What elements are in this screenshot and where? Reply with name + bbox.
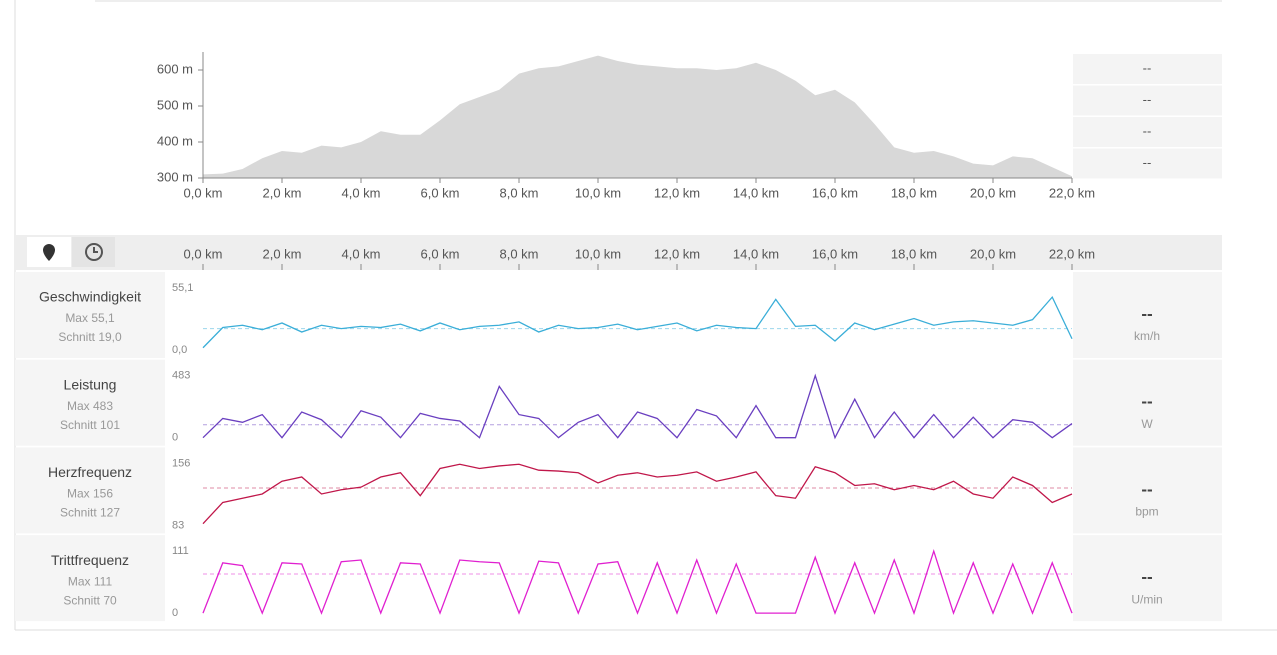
panel-tick-label: 483 (172, 370, 190, 382)
value-cell (1073, 535, 1222, 622)
panel-max: Max 111 (68, 574, 113, 588)
x-tick-label: 4,0 km (341, 185, 380, 200)
panel-display: -- (1141, 392, 1152, 411)
track-tick-label: 12,0 km (654, 246, 700, 261)
x-tick-label: 12,0 km (654, 185, 700, 200)
x-tick-label: 22,0 km (1049, 185, 1095, 200)
clock-hands (93, 247, 98, 253)
track-tick-label: 10,0 km (575, 246, 621, 261)
x-tick-label: 10,0 km (575, 185, 621, 200)
side-box (1073, 54, 1222, 84)
track-tick-label: 14,0 km (733, 246, 779, 261)
track-tick-label: 20,0 km (970, 246, 1016, 261)
panel-avg: Schnitt 70 (63, 593, 117, 607)
panel-tick-label: 83 (172, 519, 184, 531)
x-tick-label: 2,0 km (262, 185, 301, 200)
panel-line (202, 463, 1073, 525)
y-tick-label: 400 m (157, 133, 193, 148)
track-tick-label: 0,0 km (183, 246, 222, 261)
value-cell (1073, 272, 1222, 358)
label-cell (15, 535, 165, 622)
label-cell (15, 447, 165, 534)
panel-max: Max 483 (67, 399, 113, 413)
x-tick-label: 16,0 km (812, 185, 858, 200)
panel-avg: Schnitt 127 (60, 506, 120, 520)
panel-tick-label: 0 (172, 607, 178, 619)
x-tick-label: 14,0 km (733, 185, 779, 200)
panel-avg: Schnitt 101 (60, 418, 120, 432)
pin-icon (43, 244, 55, 261)
panel-unit: W (1141, 417, 1153, 431)
panel-name: Trittfrequenz (51, 552, 129, 568)
panel-tick-label: 111 (172, 545, 189, 557)
value-cell (1073, 359, 1222, 446)
side-value: -- (1143, 92, 1152, 107)
toolbar (15, 235, 1222, 270)
label-cell (15, 272, 165, 358)
x-tick-label: 18,0 km (891, 185, 937, 200)
panel-line (202, 295, 1073, 349)
panel-display: -- (1141, 480, 1152, 499)
side-box (1073, 148, 1222, 179)
y-tick-label: 300 m (157, 169, 193, 184)
panel-line (202, 373, 1073, 440)
panel-name: Leistung (64, 376, 117, 392)
panel-display: -- (1141, 304, 1152, 323)
x-tick-label: 8,0 km (499, 185, 538, 200)
side-box (1073, 85, 1222, 116)
side-box (1073, 117, 1222, 147)
panel-tick-label: 156 (172, 457, 190, 469)
panel-unit: km/h (1134, 329, 1160, 343)
panel-tick-label: 0,0 (172, 344, 187, 356)
side-value: -- (1143, 155, 1152, 170)
y-tick-label: 500 m (157, 97, 193, 112)
panel-max: Max 55,1 (65, 311, 115, 325)
track-tick-label: 16,0 km (812, 246, 858, 261)
panel-display: -- (1141, 568, 1152, 587)
top-bar (95, 0, 1222, 2)
track-tick-label: 4,0 km (341, 246, 380, 261)
track-tick-label: 22,0 km (1049, 246, 1095, 261)
panel-unit: bpm (1135, 505, 1158, 519)
x-tick-label: 20,0 km (970, 185, 1016, 200)
y-tick-label: 600 m (157, 61, 193, 76)
panel-unit: U/min (1131, 592, 1162, 606)
panel-line (202, 548, 1073, 616)
panel-max: Max 156 (67, 487, 113, 501)
track-tick-label: 2,0 km (262, 246, 301, 261)
track-tick-label: 8,0 km (499, 246, 538, 261)
panel-avg: Schnitt 19,0 (58, 330, 122, 344)
side-value: -- (1143, 60, 1152, 75)
x-tick-label: 0,0 km (183, 185, 222, 200)
panel-tick-label: 55,1 (172, 282, 193, 294)
value-cell (1073, 447, 1222, 534)
panel-tick-label: 0 (172, 432, 178, 444)
panel-name: Herzfrequenz (48, 464, 132, 480)
clock-icon (85, 243, 103, 261)
elevation-area (203, 55, 1072, 178)
label-cell (15, 359, 165, 446)
side-value: -- (1143, 123, 1152, 138)
panel-name: Geschwindigkeit (39, 289, 141, 305)
track-tick-label: 6,0 km (420, 246, 459, 261)
track-tick-label: 18,0 km (891, 246, 937, 261)
x-tick-label: 6,0 km (420, 185, 459, 200)
